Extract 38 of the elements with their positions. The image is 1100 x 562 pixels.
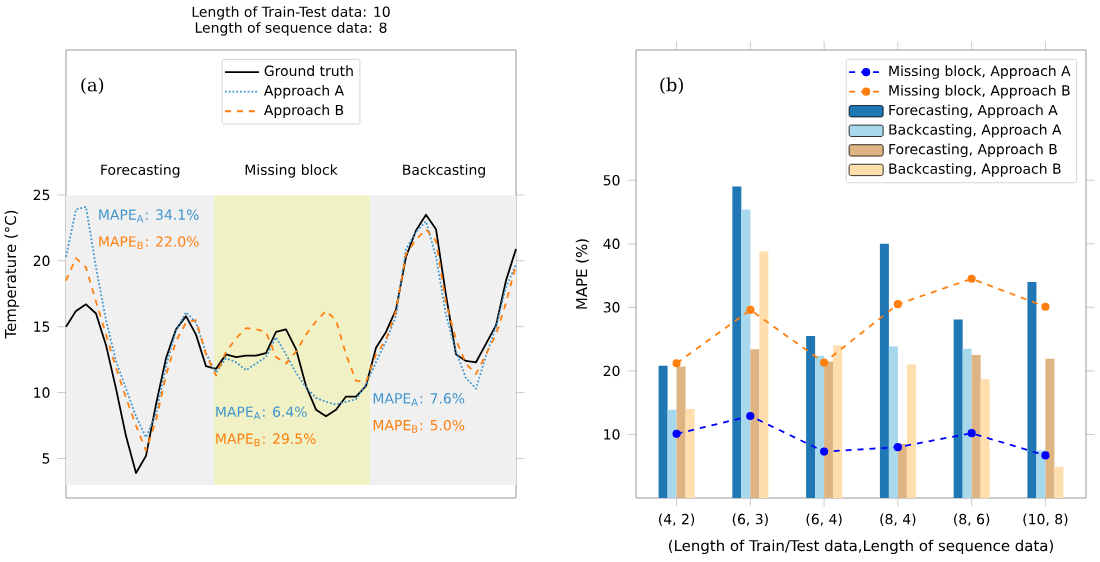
point (746, 305, 755, 314)
point (967, 274, 976, 283)
bar (833, 345, 843, 498)
bar (953, 319, 963, 498)
point (967, 429, 976, 438)
bar (750, 349, 760, 498)
bar (906, 364, 916, 498)
bar (676, 366, 686, 498)
bar (879, 243, 889, 498)
point (746, 411, 755, 421)
bar (971, 355, 981, 498)
bar (759, 251, 769, 498)
bar (897, 443, 907, 498)
bar (815, 355, 825, 498)
point (820, 358, 829, 367)
bar (667, 409, 677, 498)
bar (962, 348, 972, 498)
bar (824, 361, 834, 498)
point (893, 443, 902, 452)
bar (980, 379, 990, 498)
bar (685, 409, 695, 498)
point (820, 447, 829, 456)
point (1041, 451, 1050, 460)
bar (741, 209, 751, 498)
annotation: (b) (660, 77, 683, 95)
point (672, 359, 681, 368)
annotation: (a) (81, 77, 104, 95)
point (893, 300, 902, 309)
bar (732, 186, 742, 498)
bar (806, 335, 816, 498)
point (1041, 302, 1050, 311)
point (672, 429, 681, 438)
bar (1027, 281, 1037, 498)
bar (658, 365, 668, 498)
bar (888, 346, 898, 498)
bar (1054, 466, 1064, 498)
bar (1036, 450, 1046, 498)
bar (1045, 358, 1055, 498)
